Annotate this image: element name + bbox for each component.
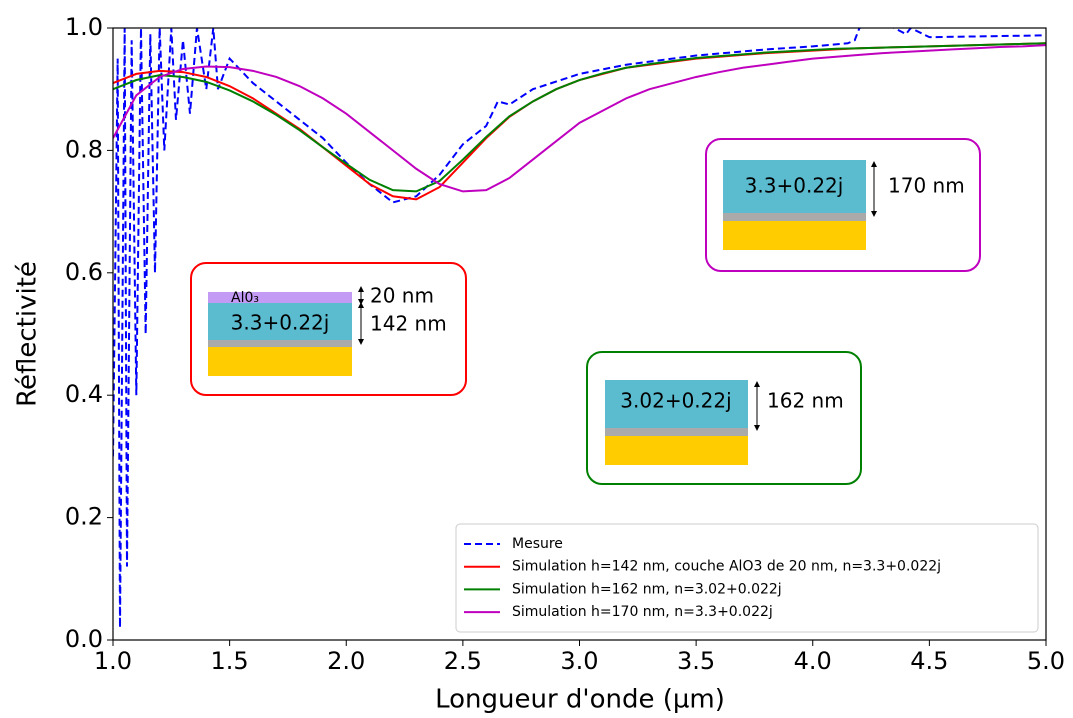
layer — [605, 428, 748, 436]
layer — [208, 347, 352, 376]
x-tick-label: 3.0 — [560, 647, 598, 675]
thickness-label: 162 nm — [767, 389, 844, 413]
layer — [723, 213, 866, 221]
layer-label: 3.3+0.22j — [745, 174, 844, 198]
y-tick-label: 0.4 — [65, 380, 103, 408]
legend-label: Simulation h=142 nm, couche AlO3 de 20 n… — [512, 559, 941, 575]
y-tick-label: 0.2 — [65, 503, 103, 531]
x-tick-label: 5.0 — [1027, 647, 1065, 675]
x-tick-label: 2.0 — [327, 647, 365, 675]
series-line — [113, 42, 1046, 193]
layer-label: 3.3+0.22j — [231, 311, 330, 335]
layer — [723, 221, 866, 250]
legend-label: Simulation h=170 nm, n=3.3+0.022j — [512, 604, 773, 620]
x-tick-label: 1.0 — [94, 647, 132, 675]
layer — [208, 340, 352, 347]
thickness-label: 170 nm — [888, 174, 965, 198]
legend-label: Mesure — [512, 536, 563, 552]
series-line — [113, 28, 1046, 628]
x-axis-label: Longueur d'onde (µm) — [435, 685, 725, 715]
x-tick-label: 2.5 — [444, 647, 482, 675]
inset-142: Al0₃ 3.3+0.22j 20 nm 142 nm — [190, 262, 467, 396]
layer — [208, 292, 352, 303]
layer-label: Al0₃ — [231, 290, 259, 306]
plot-area — [113, 28, 1046, 628]
x-tick-label: 4.0 — [794, 647, 832, 675]
series-line — [113, 44, 1046, 193]
x-tick-label: 3.5 — [677, 647, 715, 675]
y-axis-label: Réflectivité — [13, 261, 43, 407]
thickness-label: 142 nm — [370, 312, 447, 336]
y-tick-label: 0.8 — [65, 135, 103, 163]
x-tick-label: 4.5 — [910, 647, 948, 675]
layer — [605, 380, 748, 428]
y-tick-label: 0.0 — [65, 625, 103, 653]
legend-box — [455, 523, 1039, 633]
layer — [723, 160, 866, 213]
legend-label: Simulation h=162 nm, n=3.02+0.022j — [512, 581, 782, 597]
y-tick-label: 0.6 — [65, 258, 103, 286]
y-tick-label: 1.0 — [65, 13, 103, 41]
thickness-label: 20 nm — [370, 284, 434, 308]
layer-label: 3.02+0.22j — [620, 389, 731, 413]
layer — [605, 436, 748, 465]
layer — [208, 303, 352, 340]
inset-162: 3.02+0.22j 162 nm — [586, 351, 862, 485]
inset-170: 3.3+0.22j 170 nm — [705, 138, 981, 272]
x-tick-label: 1.5 — [211, 647, 249, 675]
